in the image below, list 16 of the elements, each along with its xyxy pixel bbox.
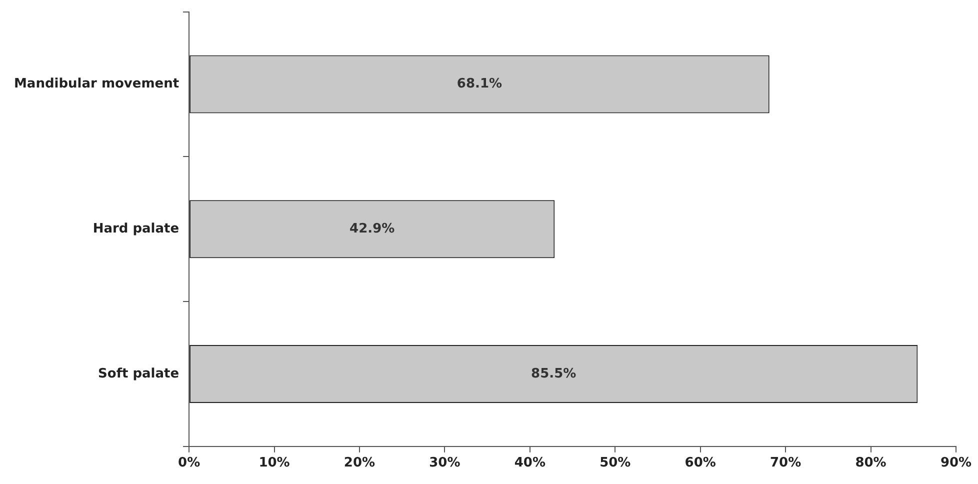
y-tick-label: Hard palate [92,221,180,236]
x-tick-label: 60% [684,456,716,471]
x-tick-label: 10% [258,456,290,471]
y-tick-label: Soft palate [98,366,180,382]
data-label: 85.5% [531,366,576,382]
x-tick-label: 20% [344,456,376,471]
x-tick-label: 80% [855,456,886,471]
x-tick-label: 0% [178,456,200,471]
y-tick-label: Mandibular movement [14,76,180,92]
x-tick-label: 40% [514,456,546,471]
x-tick-label: 50% [600,456,631,471]
x-tick-label: 70% [770,456,802,471]
x-tick-label: 90% [940,456,972,471]
data-label: 42.9% [350,221,395,236]
x-tick-label: 30% [429,456,460,471]
data-label: 68.1% [456,76,502,92]
